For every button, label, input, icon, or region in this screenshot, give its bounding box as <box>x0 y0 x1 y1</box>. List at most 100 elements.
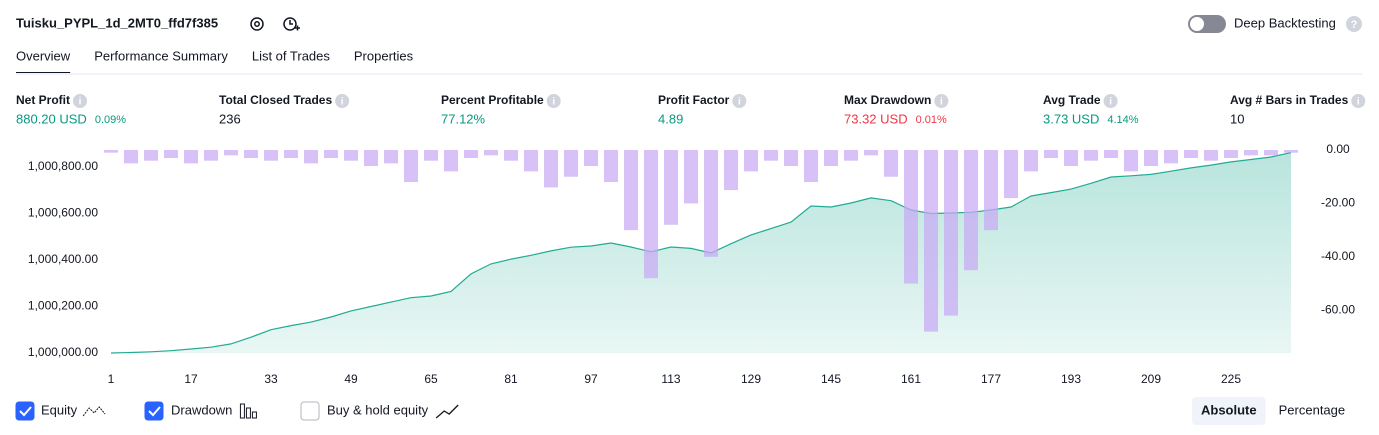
metric-value: 236 <box>219 111 241 126</box>
info-glyph: i <box>341 97 344 108</box>
drawdown-bar <box>304 150 318 164</box>
strategy-title: Tuisku_PYPL_1d_2MT0_ffd7f385 <box>16 15 218 30</box>
drawdown-bar <box>1284 150 1298 153</box>
y-tick-label: 1,000,600.00 <box>28 206 98 220</box>
x-tick-label: 145 <box>821 372 841 386</box>
drawdown-bar <box>384 150 398 164</box>
y-tick-label: 1,000,800.00 <box>28 159 98 173</box>
drawdown-bar <box>1184 150 1198 159</box>
drawdown-bar <box>844 150 858 161</box>
scale-button[interactable] <box>1192 397 1266 425</box>
equity-area <box>111 152 1291 353</box>
drawdown-bar <box>244 150 258 159</box>
legend-label: Equity <box>41 402 78 417</box>
x-tick-label: 209 <box>1141 372 1161 386</box>
checkbox[interactable] <box>144 401 164 421</box>
drawdown-bar <box>364 150 378 167</box>
metric-value: 3.73 USD <box>1043 111 1099 126</box>
drawdown-bar <box>644 150 658 279</box>
drawdown-bar <box>504 150 518 161</box>
drawdown-bar <box>724 150 738 191</box>
scale-button-label: Absolute <box>1201 402 1257 417</box>
drawdown-bar <box>144 150 158 161</box>
drawdown-bar <box>264 150 278 161</box>
deep-backtesting-toggle[interactable] <box>1188 15 1226 33</box>
info-icon[interactable] <box>934 94 949 108</box>
x-tick-label: 1 <box>108 372 115 386</box>
equity-line <box>110 152 1292 354</box>
metric-label: Profit Factor <box>658 93 730 107</box>
drawdown-bar <box>1104 150 1118 159</box>
info-icon[interactable] <box>546 94 561 108</box>
tab[interactable]: Performance Summary <box>94 48 228 63</box>
y-tick-label: 1,000,400.00 <box>28 252 98 266</box>
drawdown-bar <box>624 150 638 231</box>
drawdown-bar <box>924 150 938 332</box>
alert-icon[interactable] <box>283 17 300 31</box>
drawdown-bar <box>1164 150 1178 164</box>
metric-label: Max Drawdown <box>844 93 931 107</box>
tab-divider <box>16 73 1362 75</box>
metric-value: 77.12% <box>441 111 486 126</box>
drawdown-bar <box>424 150 438 161</box>
info-icon[interactable] <box>1103 94 1118 108</box>
metric-value: 73.32 USD <box>844 111 908 126</box>
x-tick-label: 33 <box>264 372 278 386</box>
drawdown-bar <box>104 150 118 153</box>
metric-label: Avg # Bars in Trades <box>1230 93 1349 107</box>
info-glyph: i <box>552 97 555 108</box>
x-tick-label: 49 <box>344 372 358 386</box>
drawdown-bar <box>744 150 758 172</box>
info-glyph: i <box>1357 97 1360 108</box>
equity-icon <box>82 406 106 417</box>
drawdown-bar <box>564 150 578 177</box>
metric-label: Net Profit <box>16 93 70 107</box>
drawdown-bar <box>1144 150 1158 167</box>
metric-label: Percent Profitable <box>441 93 544 107</box>
drawdown-bar <box>704 150 718 257</box>
drawdown-bar <box>824 150 838 167</box>
x-tick-label: 65 <box>424 372 438 386</box>
x-tick-label: 161 <box>901 372 921 386</box>
drawdown-bar <box>324 150 338 159</box>
deep-backtesting-label: Deep Backtesting <box>1234 15 1336 30</box>
svg-text:?: ? <box>1351 19 1358 31</box>
info-glyph: i <box>940 97 943 108</box>
drawdown-icon <box>239 403 257 419</box>
drawdown-bar <box>984 150 998 231</box>
drawdown-bar <box>1004 150 1018 199</box>
x-tick-label: 177 <box>981 372 1001 386</box>
y2-tick-label: -60.00 <box>1321 302 1355 316</box>
drawdown-bar <box>904 150 918 284</box>
tab[interactable]: Overview <box>16 48 71 63</box>
drawdown-bar <box>584 150 598 167</box>
checkbox[interactable] <box>300 401 320 421</box>
info-icon[interactable] <box>73 94 87 108</box>
drawdown-bar <box>784 150 798 167</box>
drawdown-bar <box>284 150 298 159</box>
tab[interactable]: Properties <box>354 48 414 63</box>
y2-tick-label: -20.00 <box>1321 196 1355 210</box>
metric-value: 10 <box>1230 111 1244 126</box>
x-tick-label: 113 <box>661 372 680 386</box>
tab[interactable]: List of Trades <box>252 48 331 63</box>
drawdown-bar <box>804 150 818 183</box>
info-icon[interactable] <box>335 94 350 108</box>
drawdown-bar <box>1224 150 1238 159</box>
checkbox[interactable] <box>15 401 35 421</box>
drawdown-bar <box>1204 150 1218 161</box>
legend-label: Buy & hold equity <box>327 402 429 417</box>
y-tick-label: 1,000,000.00 <box>28 345 98 359</box>
x-tick-label: 17 <box>184 372 198 386</box>
drawdown-bar <box>1124 150 1138 172</box>
drawdown-bar <box>1084 150 1098 161</box>
info-icon[interactable] <box>1351 94 1366 108</box>
drawdown-bar <box>444 150 458 172</box>
drawdown-bar <box>544 150 558 188</box>
info-icon[interactable] <box>732 94 747 108</box>
drawdown-bar <box>1264 150 1278 156</box>
settings-icon[interactable] <box>250 17 264 31</box>
help-icon[interactable]: ? <box>1346 16 1362 32</box>
drawdown-bar <box>404 150 418 183</box>
